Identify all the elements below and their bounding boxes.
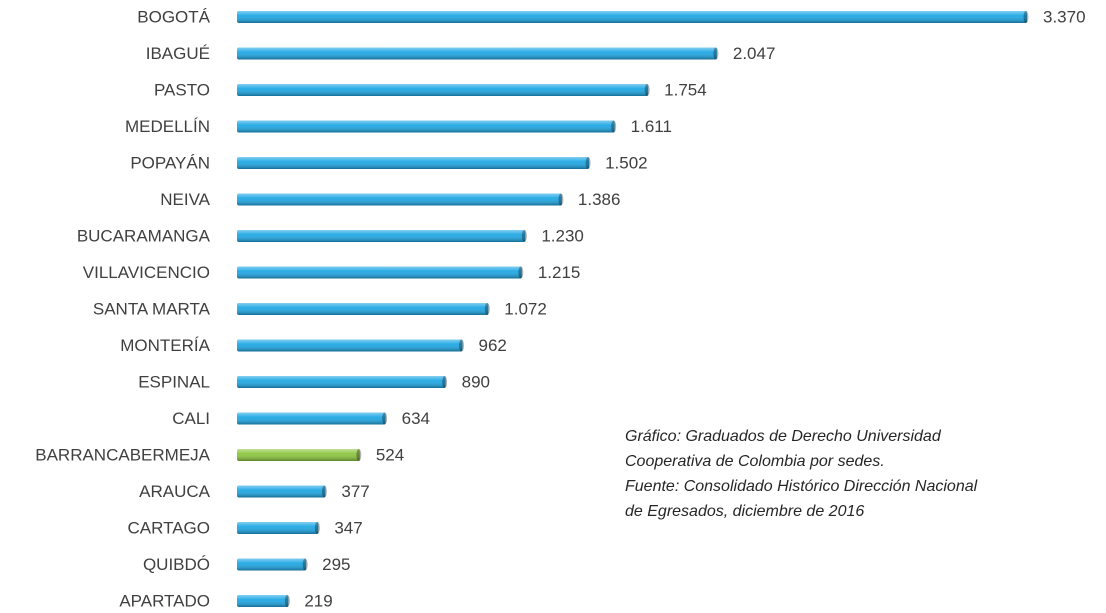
value-label: 377: [341, 482, 369, 501]
bar-cap: [356, 449, 362, 461]
bar-shade: [237, 303, 489, 315]
bar-cap: [314, 522, 320, 534]
bar-cap: [1023, 11, 1029, 23]
category-label: MEDELLÍN: [125, 117, 210, 136]
bar-shade: [237, 595, 289, 607]
bar-cap: [302, 558, 308, 571]
category-label: QUIBDÓ: [143, 555, 210, 574]
category-label: ARAUCA: [139, 482, 211, 501]
value-label: 295: [322, 555, 350, 574]
value-label: 2.047: [733, 44, 776, 63]
category-label: ESPINAL: [138, 372, 210, 391]
value-label: 634: [402, 409, 430, 428]
annotation: de Egresados, diciembre de 2016: [625, 503, 864, 520]
category-label: BARRANCABERMEJA: [35, 445, 210, 464]
bar-cap: [585, 157, 591, 169]
category-label: IBAGUÉ: [146, 44, 210, 63]
value-label: 3.370: [1043, 7, 1086, 26]
value-label: 1.215: [538, 263, 581, 282]
category-label: CALI: [172, 409, 210, 428]
bar-shade: [237, 266, 522, 279]
bar-shade: [237, 47, 717, 60]
bar-cap: [382, 412, 388, 425]
value-label: 1.386: [578, 190, 621, 209]
value-label: 890: [462, 372, 490, 391]
annotation: Cooperativa de Colombia por sedes.: [625, 453, 885, 470]
value-label: 1.754: [664, 80, 707, 99]
bar-cap: [518, 266, 524, 279]
value-label: 1.072: [504, 299, 547, 318]
bar-shade: [237, 339, 463, 352]
bar-cap: [484, 303, 490, 315]
category-label: BUCARAMANGA: [77, 226, 211, 245]
bar-shade: [237, 84, 649, 96]
bar-shade: [237, 120, 615, 133]
bar-cap: [442, 376, 448, 388]
category-label: NEIVA: [160, 190, 210, 209]
bar-cap: [644, 84, 650, 96]
category-label: VILLAVICENCIO: [83, 263, 210, 282]
category-label: POPAYÁN: [130, 153, 210, 172]
bar-cap: [558, 193, 564, 206]
bar-cap: [321, 485, 327, 498]
category-label: APARTADO: [119, 591, 210, 610]
bar-shade: [237, 193, 562, 206]
category-label: MONTERÍA: [120, 336, 210, 355]
bar-shade: [237, 558, 307, 571]
bar-shade: [237, 230, 526, 242]
bar-shade: [237, 449, 360, 461]
bar-cap: [284, 595, 290, 607]
value-label: 1.502: [605, 153, 648, 172]
bar-shade: [237, 11, 1027, 23]
bar-shade: [237, 522, 319, 534]
bar-shade: [237, 485, 326, 498]
bar-cap: [459, 339, 465, 352]
bar-shade: [237, 376, 446, 388]
value-label: 1.230: [541, 226, 584, 245]
category-label: CARTAGO: [128, 518, 211, 537]
annotation: Gráfico: Graduados de Derecho Universida…: [625, 428, 942, 445]
bar-shade: [237, 157, 590, 169]
category-label: PASTO: [154, 80, 210, 99]
bar-cap: [611, 120, 617, 133]
bar-shade: [237, 412, 386, 425]
value-label: 1.611: [631, 117, 672, 136]
annotation: Fuente: Consolidado Histórico Dirección …: [625, 478, 978, 495]
category-label: SANTA MARTA: [93, 299, 211, 318]
value-label: 219: [304, 591, 332, 610]
bar-cap: [713, 47, 719, 60]
value-label: 524: [376, 445, 404, 464]
value-label: 962: [479, 336, 507, 355]
category-label: BOGOTÁ: [137, 7, 210, 26]
value-label: 347: [334, 518, 362, 537]
bar-cap: [521, 230, 527, 242]
